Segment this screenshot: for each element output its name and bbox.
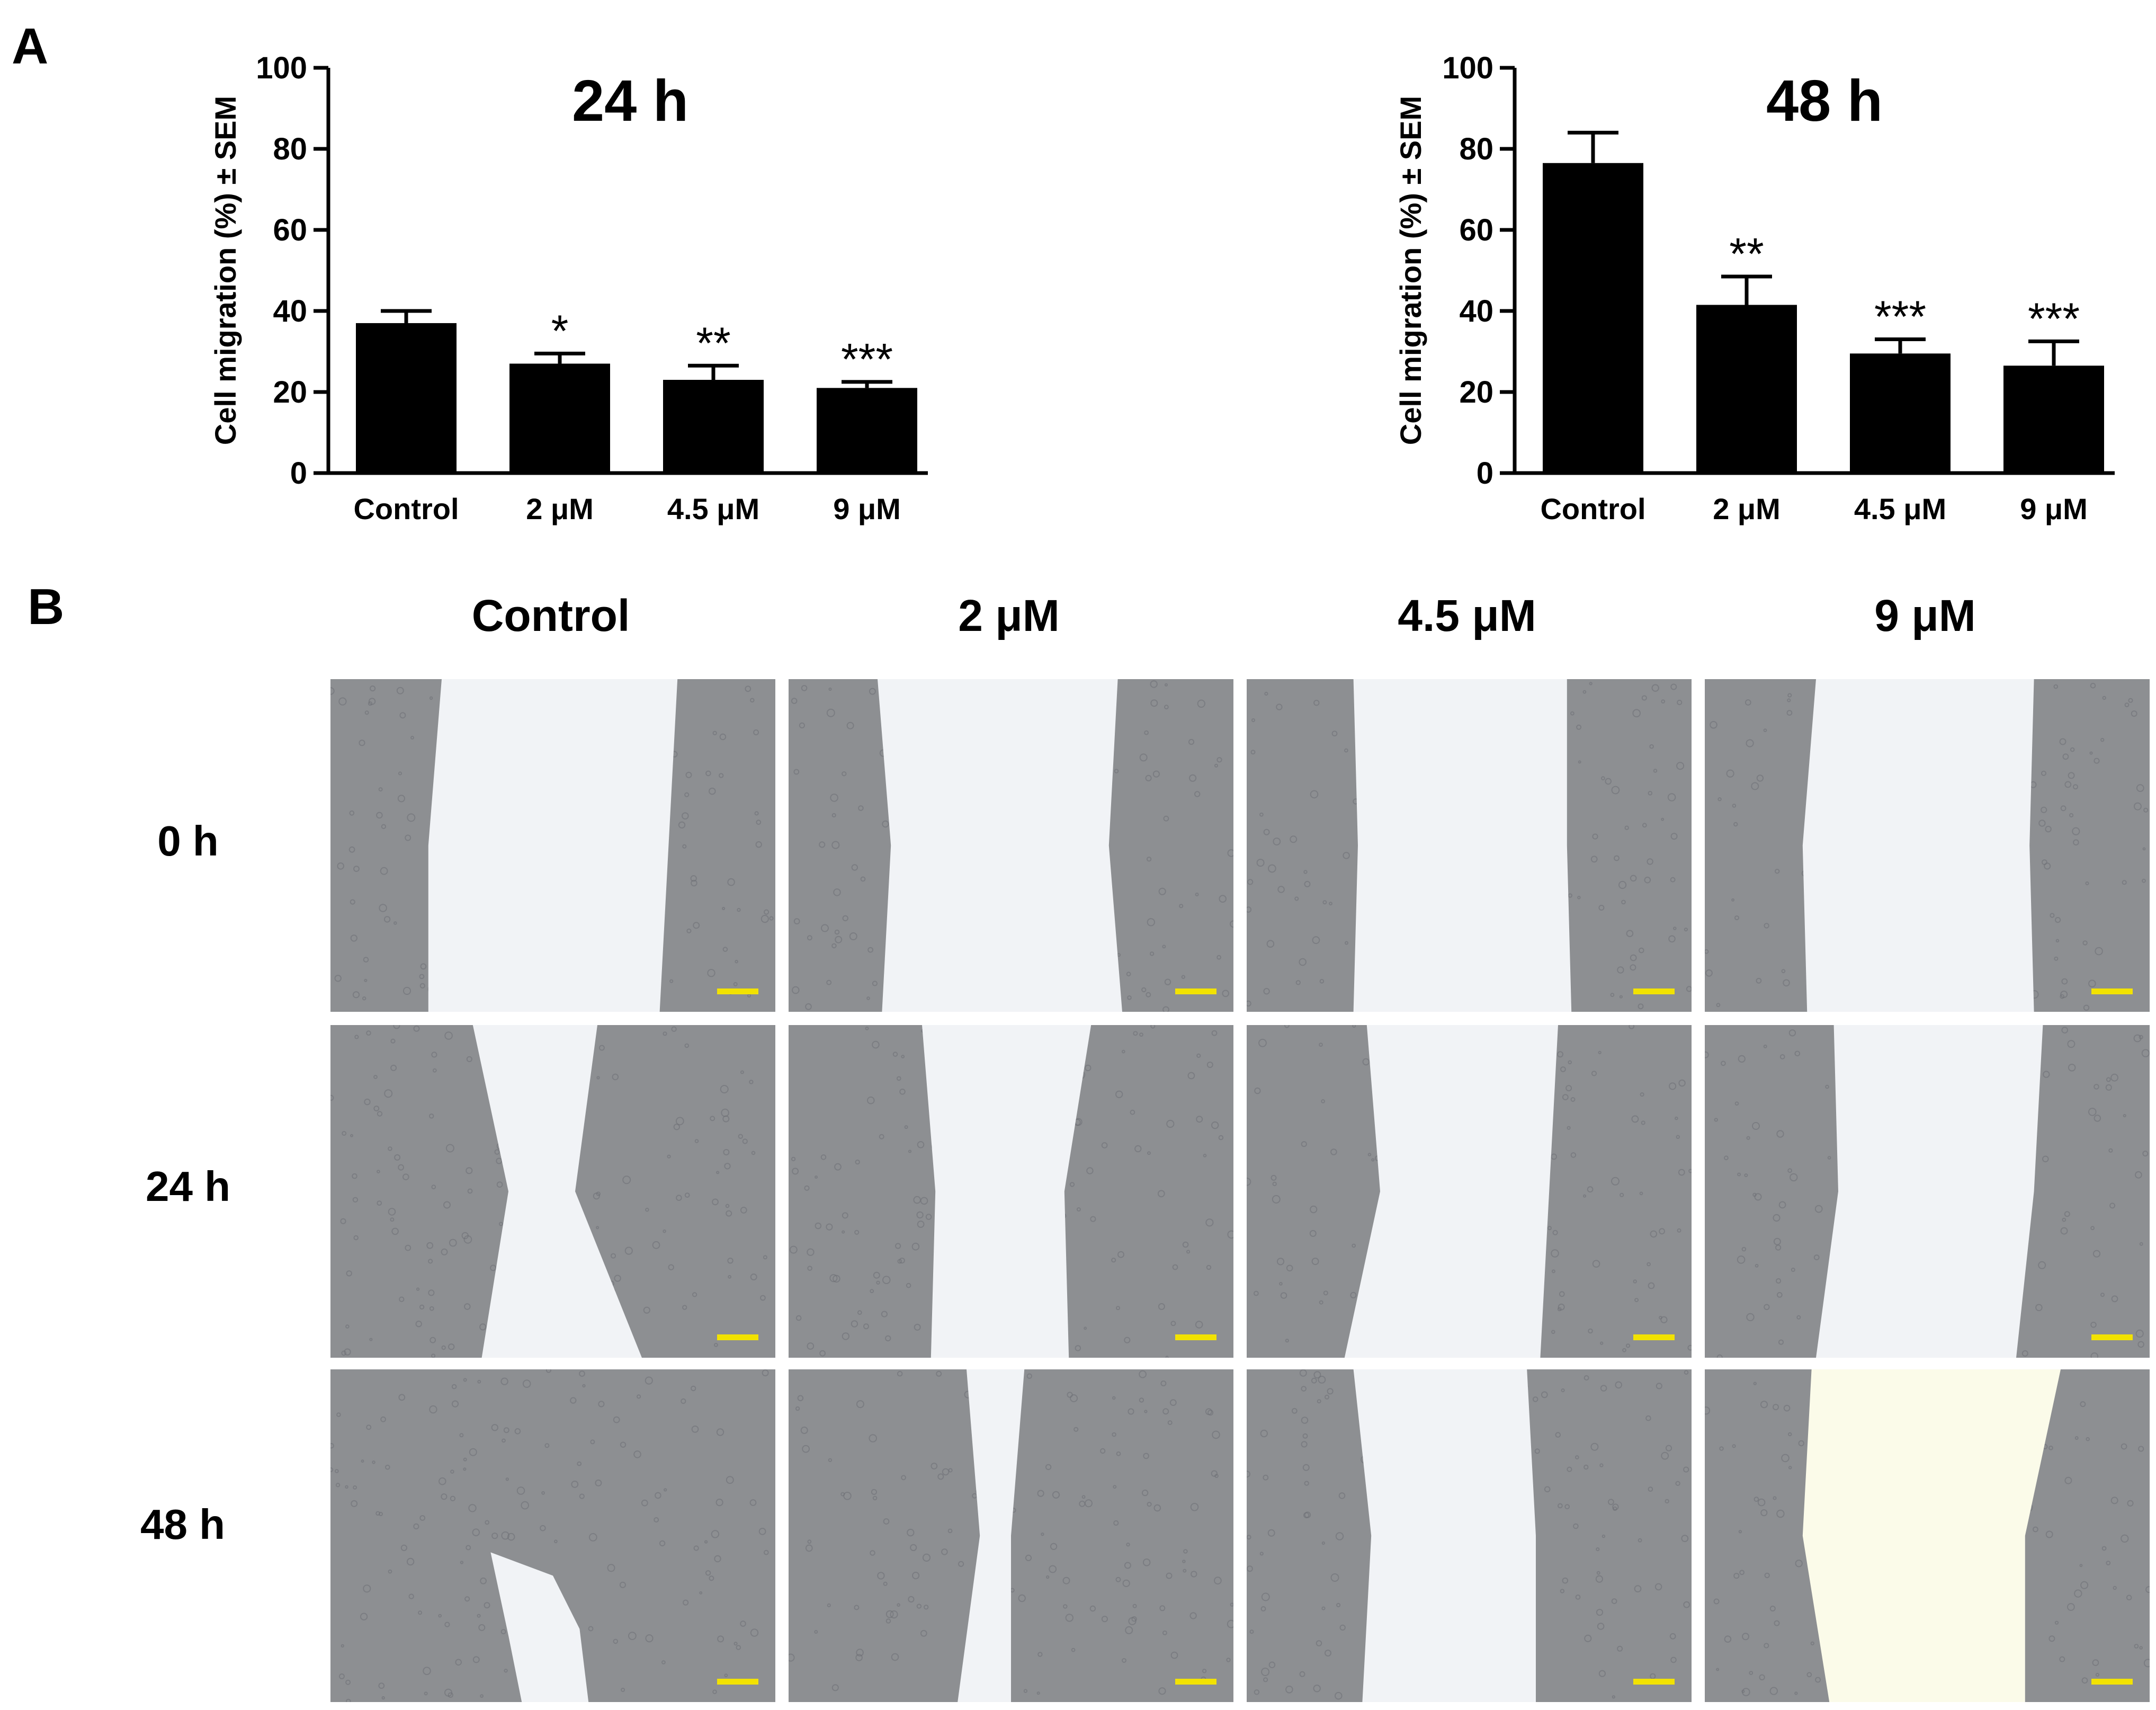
column-header-4-5um: 4.5 μM bbox=[1398, 591, 1536, 640]
bar bbox=[817, 388, 917, 473]
scale-bar bbox=[2091, 988, 2133, 994]
micrograph-0h-col1 bbox=[330, 679, 775, 1012]
bar bbox=[2003, 366, 2104, 473]
micrograph-48h-col1 bbox=[330, 1369, 775, 1702]
scale-bar bbox=[717, 1679, 758, 1685]
bar-charts: 0 20 40 60 80 100 Cell migration (%) ± SEM 24 h… bbox=[209, 51, 2115, 526]
x-tick-label: 9 μM bbox=[2020, 492, 2088, 526]
significance-mark: *** bbox=[841, 334, 893, 384]
x-tick-label: Control bbox=[1540, 492, 1645, 526]
bar bbox=[1696, 305, 1797, 473]
micrograph-0h-col4 bbox=[1705, 679, 2150, 1012]
micrograph-24h-col2 bbox=[789, 1025, 1233, 1358]
scale-bar bbox=[1175, 1679, 1216, 1685]
micrograph-0h-col3 bbox=[1247, 679, 1692, 1012]
x-tick-label: Control bbox=[353, 492, 459, 526]
micrograph-48h-col3 bbox=[1247, 1369, 1692, 1702]
micrograph-24h-col4 bbox=[1705, 1025, 2150, 1358]
row-label-0h: 0 h bbox=[157, 817, 219, 865]
y-tick-label: 100 bbox=[256, 51, 307, 85]
y-tick-label: 0 bbox=[1477, 456, 1493, 491]
y-axis-label: Cell migration (%) ± SEM bbox=[209, 96, 242, 445]
column-header-2um: 2 μM bbox=[958, 591, 1060, 640]
scale-bar bbox=[2091, 1334, 2133, 1340]
column-header-9um: 9 μM bbox=[1874, 591, 1976, 640]
scale-bar bbox=[1633, 1334, 1675, 1340]
scale-bar bbox=[2091, 1679, 2133, 1685]
micrograph-24h-col3 bbox=[1247, 1025, 1692, 1358]
scale-bar bbox=[1633, 1679, 1675, 1685]
y-tick-label: 20 bbox=[273, 375, 307, 409]
row-label-24h: 24 h bbox=[145, 1163, 231, 1210]
y-tick-label: 60 bbox=[273, 213, 307, 247]
scale-bar bbox=[717, 988, 758, 994]
bar bbox=[509, 363, 610, 473]
micrograph-24h-col1 bbox=[330, 1025, 775, 1358]
panel-a-label: A bbox=[12, 18, 49, 75]
scale-bar bbox=[717, 1334, 758, 1340]
column-header-control: Control bbox=[471, 591, 630, 640]
micrograph-0h-col2 bbox=[789, 679, 1233, 1012]
chart-title: 48 h bbox=[1766, 68, 1883, 133]
y-tick-label: 60 bbox=[1459, 213, 1493, 247]
significance-mark: ** bbox=[1729, 229, 1764, 279]
micrograph-48h-col2 bbox=[789, 1369, 1233, 1702]
significance-mark: *** bbox=[2028, 293, 2080, 343]
x-tick-label: 2 μM bbox=[1713, 492, 1781, 526]
scale-bar bbox=[1175, 1334, 1216, 1340]
y-tick-label: 40 bbox=[273, 294, 307, 328]
x-tick-label: 4.5 μM bbox=[667, 492, 759, 526]
y-tick-label: 80 bbox=[273, 132, 307, 166]
significance-mark: ** bbox=[696, 318, 730, 368]
y-tick-label: 0 bbox=[290, 456, 307, 491]
scale-bar bbox=[1175, 988, 1216, 994]
y-tick-label: 100 bbox=[1442, 51, 1493, 85]
significance-mark: *** bbox=[1874, 292, 1926, 342]
chart-title: 24 h bbox=[572, 68, 688, 133]
x-tick-label: 4.5 μM bbox=[1854, 492, 1946, 526]
y-tick-label: 20 bbox=[1459, 375, 1493, 409]
bar bbox=[663, 380, 764, 473]
y-tick-label: 80 bbox=[1459, 132, 1493, 166]
scale-bar bbox=[1633, 988, 1675, 994]
y-axis-label: Cell migration (%) ± SEM bbox=[1394, 96, 1427, 445]
bar bbox=[356, 323, 457, 473]
significance-mark: * bbox=[551, 306, 569, 355]
x-tick-label: 2 μM bbox=[526, 492, 594, 526]
bar bbox=[1543, 163, 1643, 473]
panel-b-label: B bbox=[28, 578, 65, 635]
micrograph-48h-col4 bbox=[1705, 1369, 2150, 1702]
y-tick-label: 40 bbox=[1459, 294, 1493, 328]
row-label-48h: 48 h bbox=[140, 1501, 226, 1548]
bar bbox=[1850, 353, 1951, 473]
x-tick-label: 9 μM bbox=[833, 492, 901, 526]
